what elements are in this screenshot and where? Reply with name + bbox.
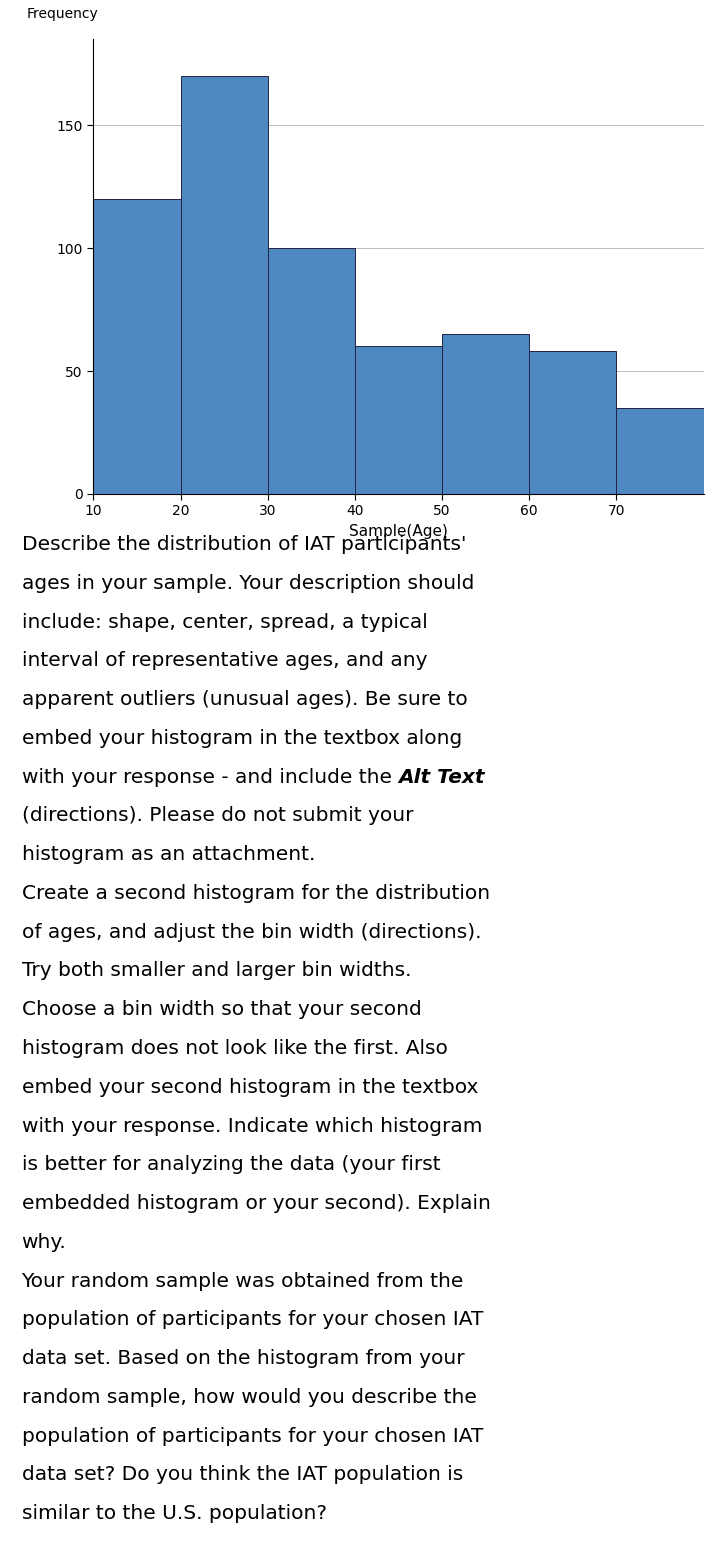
Text: Describe the distribution of IAT participants': Describe the distribution of IAT partici… bbox=[22, 535, 466, 554]
Bar bbox=[442, 334, 529, 494]
Text: ages in your sample. Your description should: ages in your sample. Your description sh… bbox=[22, 574, 474, 593]
Text: Try both smaller and larger bin widths.: Try both smaller and larger bin widths. bbox=[22, 961, 411, 980]
Text: with your response. Indicate which histogram: with your response. Indicate which histo… bbox=[22, 1116, 482, 1135]
Bar bbox=[617, 408, 704, 494]
Text: Choose a bin width so that your second: Choose a bin width so that your second bbox=[22, 1000, 421, 1019]
Text: Your random sample was obtained from the: Your random sample was obtained from the bbox=[22, 1272, 464, 1290]
Text: Alt Text: Alt Text bbox=[398, 768, 485, 787]
Text: embedded histogram or your second). Explain: embedded histogram or your second). Expl… bbox=[22, 1193, 490, 1214]
Text: apparent outliers (unusual ages). Be sure to: apparent outliers (unusual ages). Be sur… bbox=[22, 690, 467, 709]
Bar bbox=[704, 445, 718, 494]
Text: Frequency: Frequency bbox=[27, 6, 98, 20]
Text: embed your histogram in the textbox along: embed your histogram in the textbox alon… bbox=[22, 729, 462, 748]
Text: histogram does not look like the first. Also: histogram does not look like the first. … bbox=[22, 1040, 447, 1058]
Text: of ages, and adjust the bin width (directions).: of ages, and adjust the bin width (direc… bbox=[22, 922, 481, 942]
Text: interval of representative ages, and any: interval of representative ages, and any bbox=[22, 651, 427, 671]
Text: histogram as an attachment.: histogram as an attachment. bbox=[22, 845, 315, 864]
Bar bbox=[93, 199, 180, 494]
Text: data set. Based on the histogram from your: data set. Based on the histogram from yo… bbox=[22, 1348, 464, 1367]
Bar bbox=[268, 248, 355, 494]
Text: is better for analyzing the data (your first: is better for analyzing the data (your f… bbox=[22, 1156, 440, 1174]
Text: Create a second histogram for the distribution: Create a second histogram for the distri… bbox=[22, 884, 490, 903]
X-axis label: Sample(Age): Sample(Age) bbox=[349, 524, 448, 539]
Bar bbox=[355, 347, 442, 494]
Bar bbox=[180, 77, 268, 494]
Text: random sample, how would you describe the: random sample, how would you describe th… bbox=[22, 1388, 477, 1406]
Text: data set? Do you think the IAT population is: data set? Do you think the IAT populatio… bbox=[22, 1466, 463, 1485]
Text: include: shape, center, spread, a typical: include: shape, center, spread, a typica… bbox=[22, 613, 427, 632]
Text: embed your second histogram in the textbox: embed your second histogram in the textb… bbox=[22, 1077, 478, 1096]
Text: why.: why. bbox=[22, 1232, 66, 1251]
Bar bbox=[529, 351, 617, 494]
Text: with your response - and include the: with your response - and include the bbox=[22, 768, 398, 787]
Text: population of participants for your chosen IAT: population of participants for your chos… bbox=[22, 1311, 483, 1330]
Text: (directions). Please do not submit your: (directions). Please do not submit your bbox=[22, 806, 413, 825]
Text: similar to the U.S. population?: similar to the U.S. population? bbox=[22, 1504, 327, 1523]
Text: population of participants for your chosen IAT: population of participants for your chos… bbox=[22, 1427, 483, 1446]
